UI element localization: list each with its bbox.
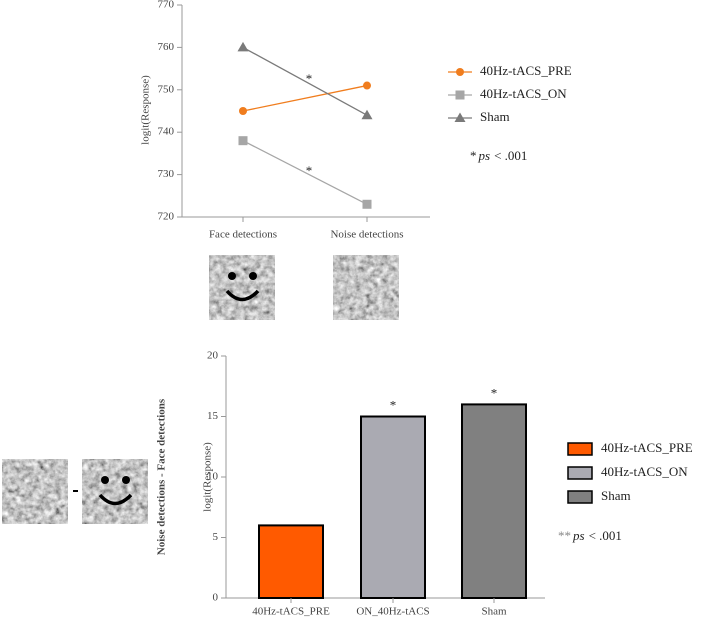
bar xyxy=(360,415,426,599)
legend-label: 40Hz-tACS_ON xyxy=(601,464,688,479)
point xyxy=(238,136,248,146)
point xyxy=(361,109,373,120)
noise-stimulus xyxy=(333,255,399,320)
series-line xyxy=(242,84,368,112)
legend-marker xyxy=(454,112,466,122)
x-tick-label: Face detections xyxy=(209,229,277,241)
bar xyxy=(258,524,324,600)
point xyxy=(239,107,247,115)
x-tick-label: ON_40Hz-tACS xyxy=(356,606,429,618)
legend-label: Sham xyxy=(601,488,631,503)
face-stimulus xyxy=(82,459,148,524)
chart-title: Noise detections - Face detections xyxy=(156,398,168,555)
y-tick-label: 0 xyxy=(213,592,219,604)
legend-swatch xyxy=(567,466,593,480)
point xyxy=(363,81,371,90)
y-tick-label: 720 xyxy=(158,211,175,223)
note-text: < .001 xyxy=(494,148,527,163)
significance-star: * xyxy=(390,397,397,412)
note-italic: ps xyxy=(572,528,585,543)
note: ** ps < .001 xyxy=(558,528,622,543)
legend-label: 40Hz-tACS_PRE xyxy=(601,440,693,455)
legend-marker xyxy=(456,68,464,76)
series-line xyxy=(242,140,368,205)
y-tick-label: 15 xyxy=(207,410,219,422)
bar xyxy=(461,403,527,599)
note-text: < .001 xyxy=(589,528,622,543)
legend-label: 40Hz-tACS_PRE xyxy=(480,63,572,78)
legend-swatch xyxy=(567,442,593,456)
note: * ps < .001 xyxy=(470,148,527,163)
y-tick-label: 760 xyxy=(158,41,175,53)
legend-marker xyxy=(455,90,465,100)
x-tick-label: 40Hz-tACS_PRE xyxy=(252,606,330,618)
note-marker: ** xyxy=(558,528,571,543)
legend-label: Sham xyxy=(480,109,510,124)
note-marker: * xyxy=(470,148,477,163)
legend-swatch xyxy=(567,490,593,504)
y-tick-label: 740 xyxy=(158,126,175,138)
y-tick-label: 730 xyxy=(158,168,175,180)
significance-star: * xyxy=(306,71,313,86)
y-tick-label: 750 xyxy=(158,83,175,95)
y-tick-label: 5 xyxy=(213,531,219,543)
x-tick-label: Noise detections xyxy=(330,229,403,241)
y-axis-label: logit(Response) xyxy=(140,75,152,145)
significance-star: * xyxy=(491,385,498,400)
point xyxy=(362,199,372,209)
legend-label: 40Hz-tACS_ON xyxy=(480,86,567,101)
point xyxy=(237,41,249,52)
note-italic: ps xyxy=(478,148,491,163)
y-tick-label: 20 xyxy=(207,350,219,362)
face-stimulus xyxy=(209,255,275,320)
y-tick-label: 770 xyxy=(158,0,175,11)
x-tick-label: Sham xyxy=(481,606,507,618)
noise-stimulus xyxy=(2,459,68,524)
y-axis-label: logit(Response) xyxy=(202,442,214,512)
significance-star: * xyxy=(306,163,313,178)
y-tick-label: 10 xyxy=(207,471,219,483)
series-line xyxy=(242,46,368,116)
